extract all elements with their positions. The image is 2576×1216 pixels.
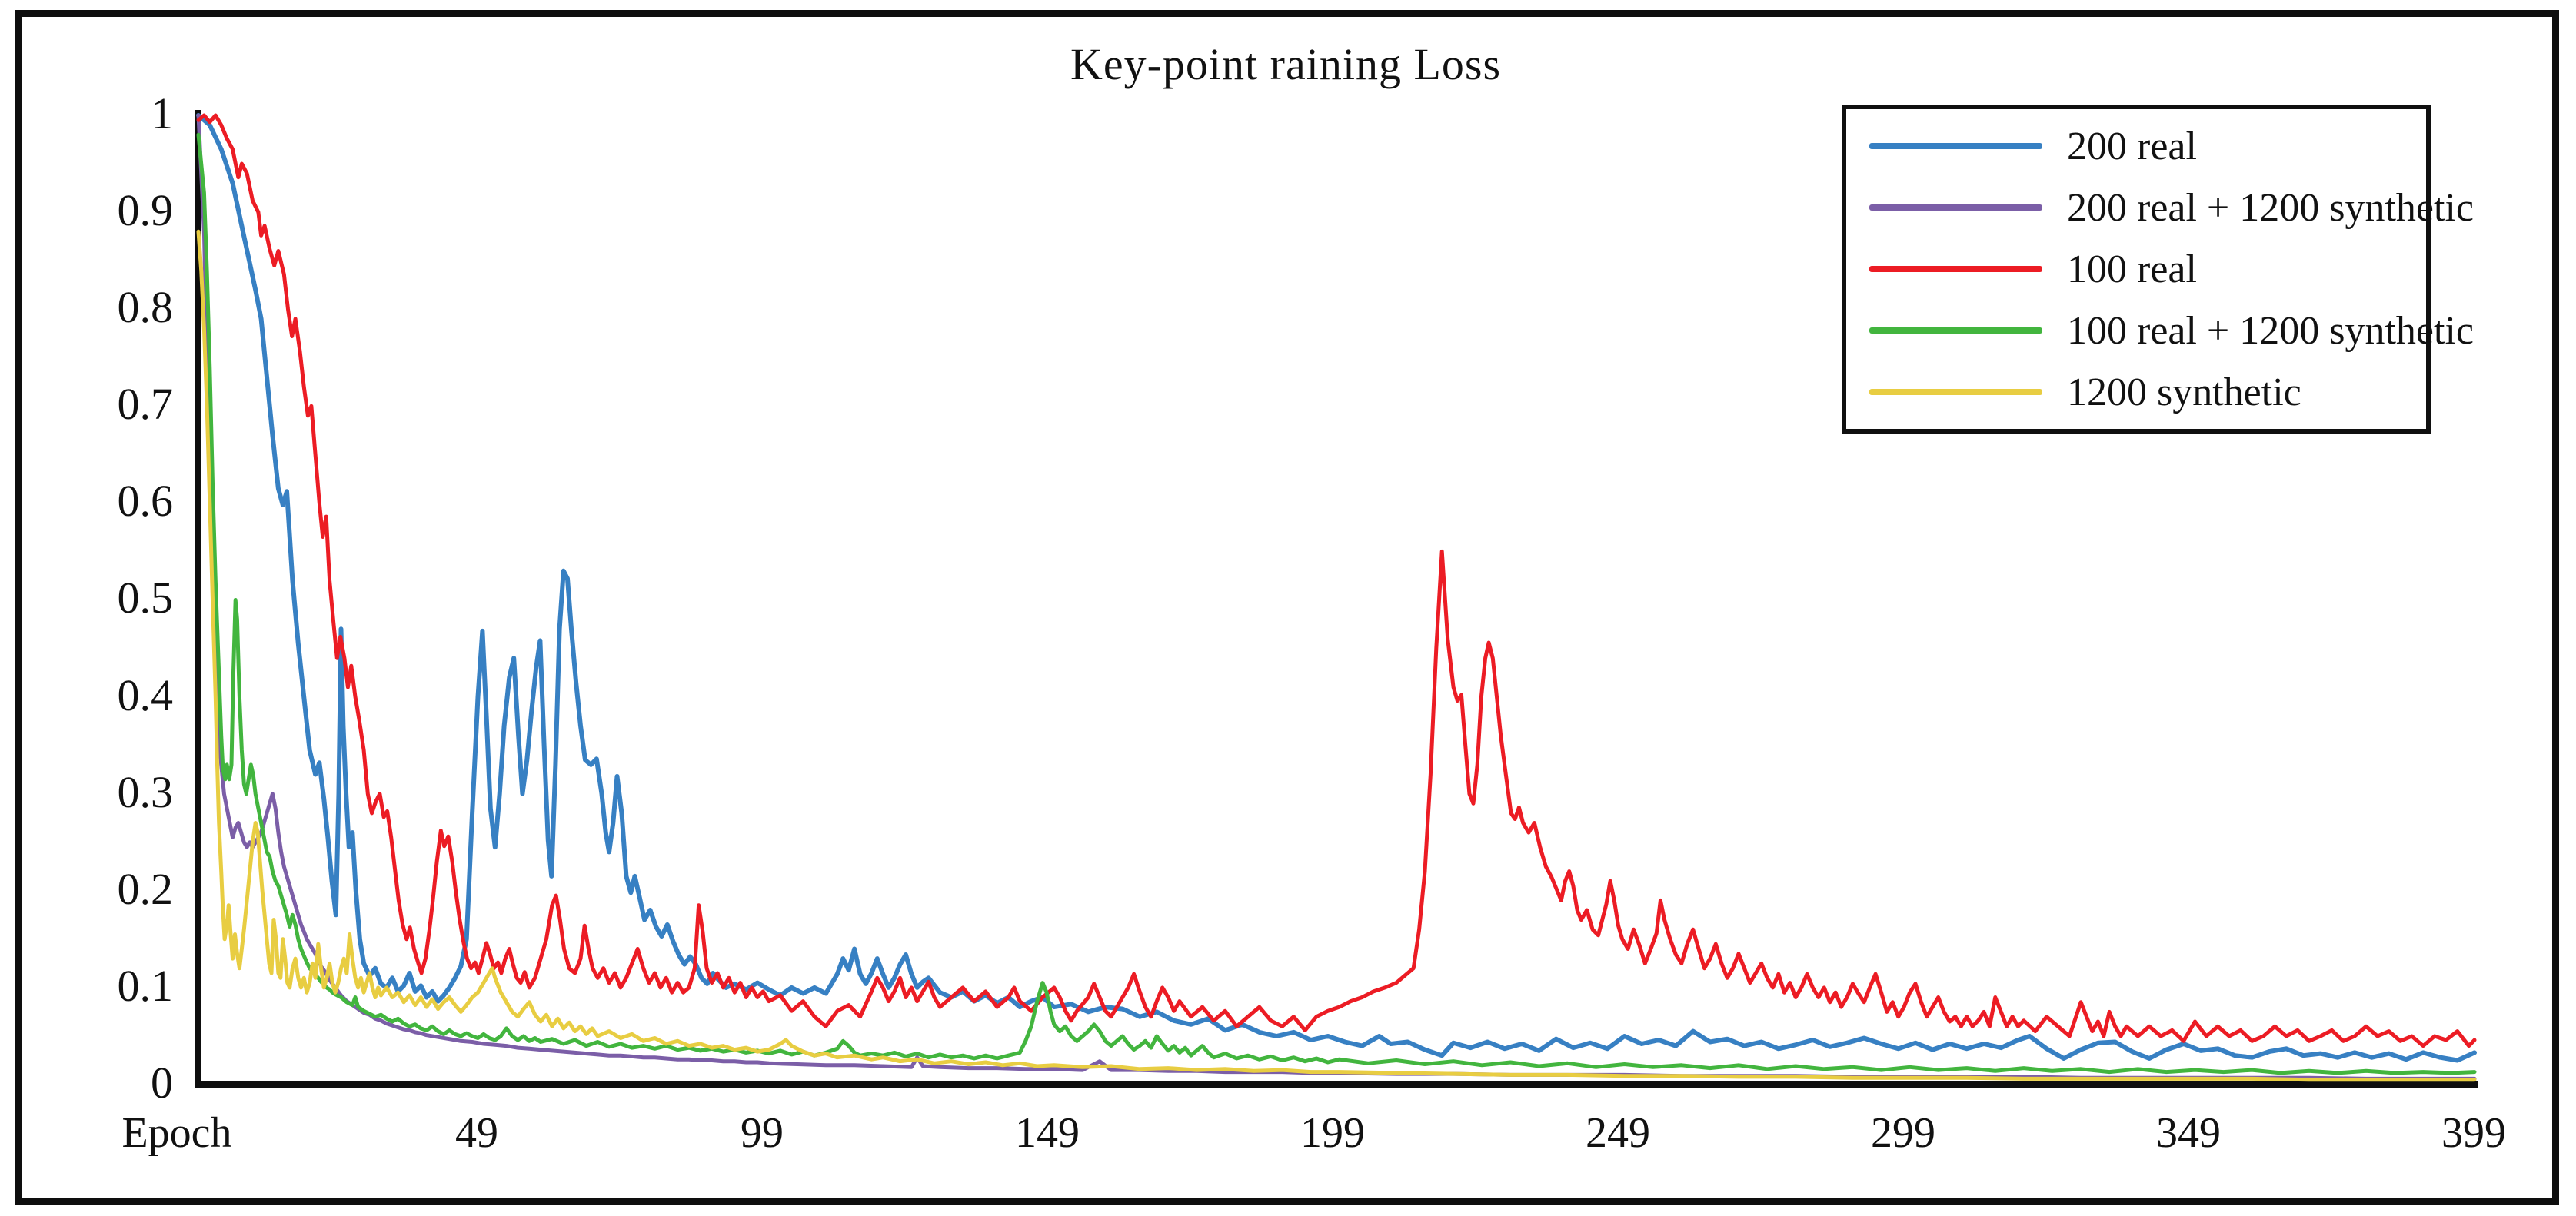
legend-swatch-1200-synthetic	[1869, 389, 2042, 395]
x-tick-label: 249	[1586, 1109, 1650, 1157]
x-tick-label: 99	[741, 1109, 784, 1157]
series-group	[196, 113, 2477, 1082]
legend-swatch-200-real	[1869, 143, 2042, 149]
x-tick-label: 49	[455, 1109, 498, 1157]
y-tick-label: 1	[151, 88, 173, 138]
legend-label: 200 real	[2067, 124, 2197, 168]
y-tick-label: 0.4	[117, 670, 174, 720]
y-tick-label: 0.9	[117, 185, 174, 235]
legend-item: 100 real + 1200 synthetic	[1846, 308, 2474, 354]
y-tick-label: 0.3	[117, 767, 174, 817]
x-tick-label: 349	[2156, 1109, 2221, 1157]
x-tick-label: 199	[1300, 1109, 1365, 1157]
y-tick-label: 0	[151, 1058, 173, 1108]
legend: 200 real 200 real + 1200 synthetic 100 r…	[1842, 105, 2474, 434]
legend-swatch-100-real	[1869, 266, 2042, 272]
legend-item: 1200 synthetic	[1846, 370, 2426, 415]
y-tick-label: 0.6	[117, 476, 174, 526]
x-axis-label-epoch: Epoch	[121, 1109, 232, 1157]
y-tick-label: 0.8	[117, 282, 174, 332]
chart-title: Key-point raining Loss	[1070, 39, 1502, 89]
legend-item: 200 real	[1846, 124, 2426, 169]
legend-swatch-100-real-1200-synthetic	[1869, 327, 2042, 334]
y-tick-label: 0.7	[117, 379, 174, 429]
y-tick-label: 0.2	[117, 864, 174, 914]
x-tick-label: 399	[2441, 1109, 2506, 1157]
legend-label: 200 real + 1200 synthetic	[2067, 185, 2474, 230]
legend-item: 100 real	[1846, 247, 2426, 292]
x-axis-line	[195, 1081, 2478, 1088]
y-tick-label: 0.5	[117, 573, 174, 623]
series-line-1200-synthetic	[196, 229, 2477, 1082]
legend-swatch-200-real-1200-synthetic	[1869, 204, 2042, 211]
y-tick-label: 0.1	[117, 961, 174, 1011]
y-axis-line	[195, 110, 201, 1088]
series-line-100-real-1200-synthetic	[196, 132, 2477, 1075]
legend-label: 100 real + 1200 synthetic	[2067, 308, 2474, 353]
series-line-200-real	[196, 113, 2477, 1063]
legend-item: 200 real + 1200 synthetic	[1846, 185, 2474, 231]
x-tick-label: 299	[1871, 1109, 1935, 1157]
series-line-100-real	[196, 113, 2477, 1048]
legend-label: 100 real	[2067, 247, 2197, 291]
legend-label: 1200 synthetic	[2067, 370, 2301, 414]
x-tick-label: 149	[1015, 1109, 1080, 1157]
